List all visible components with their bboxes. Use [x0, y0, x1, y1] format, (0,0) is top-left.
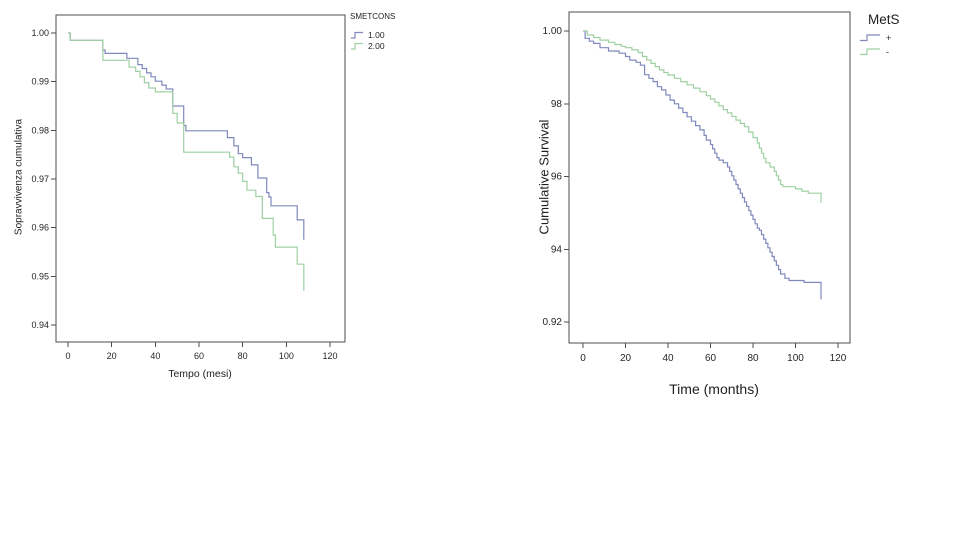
left-x-tick-label: 120: [322, 351, 337, 361]
right-y-axis-title: Cumulative Survival: [536, 119, 552, 235]
left-x-tick-label: 40: [150, 351, 160, 361]
left-y-tick-label: 0.95: [31, 271, 49, 281]
left-legend-entry-2-label: 2.00: [368, 41, 385, 51]
right-legend-entry-1: +: [859, 32, 900, 43]
right-legend-entry-2-label: -: [886, 46, 889, 57]
right-y-tick-label: 96: [551, 172, 563, 183]
right-survival-chart: 0 20 40 60 80 100 120 1.00 98 96 94 0.92: [543, 11, 851, 364]
right-x-tick-label: 120: [830, 353, 847, 364]
left-survival-curve-1.00: [68, 32, 305, 240]
right-legend-entry-1-label: +: [886, 32, 892, 43]
left-y-axis-title: Sopravvivenza cumulativa: [13, 118, 25, 236]
right-plot-frame: [568, 11, 851, 344]
left-y-tick-label: 0.99: [31, 77, 49, 87]
right-x-tick-label: 60: [705, 353, 717, 364]
left-legend-entry-1: 1.00: [350, 30, 395, 40]
left-x-tick-label: 100: [279, 351, 294, 361]
left-survival-chart: 0 20 40 60 80 100 120 1.00 0.99 0.98 0.97 0.96 0.95 0…: [31, 14, 346, 361]
left-x-axis-title: Tempo (mesi): [168, 368, 232, 380]
left-y-tick-label: 0.98: [31, 125, 49, 135]
left-x-tick-label: 0: [65, 351, 70, 361]
right-x-tick-label: 20: [620, 353, 632, 364]
left-legend-entry-1-label: 1.00: [368, 30, 385, 40]
left-y-tick-label: 0.96: [31, 223, 49, 233]
right-x-tick-label: 80: [747, 353, 759, 364]
left-survival-curve-2.00: [68, 32, 305, 291]
right-x-tick-label: 0: [580, 353, 586, 364]
left-plot-frame: [55, 14, 346, 343]
right-legend-entry-2: -: [859, 46, 900, 57]
right-x-tick-label: 100: [787, 353, 804, 364]
right-survival-curve-+: [583, 30, 822, 300]
left-x-tick-label: 60: [194, 351, 204, 361]
left-legend-title: SMETCONS: [350, 12, 396, 21]
right-y-tick-label: 98: [551, 99, 563, 110]
right-y-tick-label: 94: [551, 244, 563, 255]
right-y-tick-label: 1.00: [543, 26, 563, 37]
left-y-tick-label: 1.00: [31, 28, 49, 38]
step-line-icon: [860, 48, 880, 56]
right-legend-title: MetS: [868, 12, 900, 27]
step-line-icon: [351, 31, 363, 39]
right-survival-curve--: [583, 30, 822, 203]
left-y-tick-label: 0.97: [31, 174, 49, 184]
right-x-tick-label: 40: [662, 353, 674, 364]
step-line-icon: [351, 42, 363, 50]
right-y-tick-label: 0.92: [543, 317, 563, 328]
right-legend: MetS + -: [859, 12, 900, 60]
left-legend: SMETCONS 1.00 2.00: [350, 12, 395, 52]
right-x-axis-title: Time (months): [669, 381, 759, 397]
left-y-tick-label: 0.94: [31, 320, 49, 330]
step-line-icon: [860, 34, 880, 42]
left-legend-entry-2: 2.00: [350, 41, 395, 51]
left-x-tick-label: 20: [107, 351, 117, 361]
left-x-tick-label: 80: [238, 351, 248, 361]
